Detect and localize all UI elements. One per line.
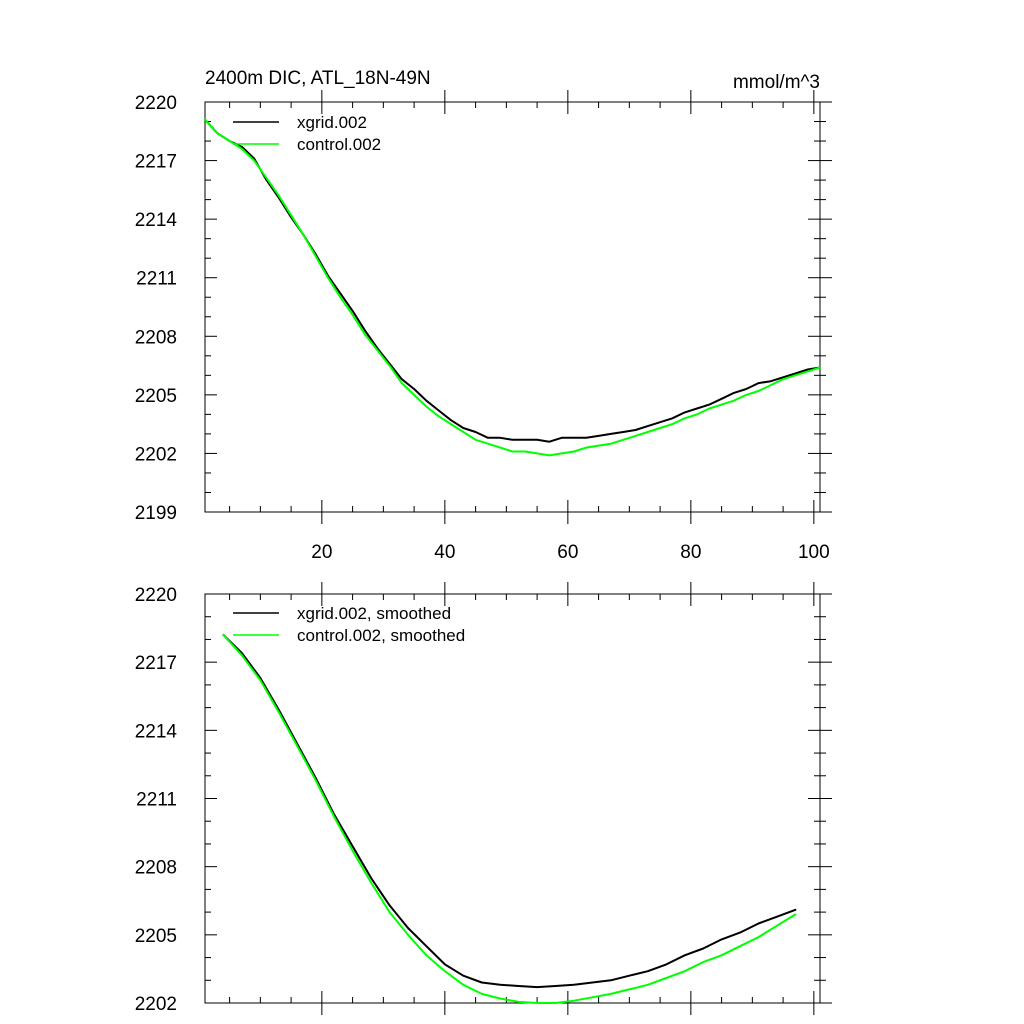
y-tick-label: 2199 [135, 503, 177, 524]
legend-label: xgrid.002, smoothed [297, 604, 451, 623]
x-tick-label: 60 [557, 542, 578, 563]
y-tick-label: 2205 [135, 386, 177, 407]
y-tick-label: 2205 [135, 926, 177, 947]
y-tick-label: 2208 [135, 327, 177, 348]
y-tick-label: 2220 [135, 93, 177, 114]
y-tick-label: 2202 [135, 994, 177, 1015]
plot-frame [204, 101, 821, 513]
chart-panel-1: 2199 2202 2205 2208 2211 2214 2217 2220 20 40 60 80… [135, 68, 832, 563]
y-tick-label: 2214 [135, 721, 178, 742]
legend-label: control.002 [297, 135, 381, 154]
y-tick-label: 2220 [135, 585, 177, 606]
chart-panel-2: 2202 2205 2208 2211 2214 2217 2220 xgrid.002, s… [135, 582, 832, 1015]
units-label: mmol/m^3 [733, 72, 820, 93]
plot-frame [204, 593, 821, 1004]
y-tick-label: 2211 [136, 790, 177, 811]
y-tick-label: 2202 [135, 444, 177, 465]
chart-title: 2400m DIC, ATL_18N-49N [205, 68, 431, 89]
series-line-xgrid-002-smoothed [222, 633, 797, 989]
y-tick-label: 2211 [136, 269, 177, 290]
legend-label: xgrid.002 [297, 113, 367, 132]
legend-label: control.002, smoothed [297, 626, 465, 645]
x-tick-label: 40 [434, 542, 455, 563]
y-tick-label: 2214 [135, 210, 178, 231]
y-tick-label: 2217 [135, 653, 177, 674]
y-tick-label: 2208 [135, 858, 177, 879]
series-line-control-002 [204, 118, 821, 457]
x-tick-label: 80 [680, 542, 701, 563]
y-tick-label: 2217 [135, 152, 177, 173]
x-tick-label: 100 [798, 542, 830, 563]
series-line-control-002-smoothed [222, 633, 797, 1004]
series-line-xgrid-002 [204, 118, 821, 443]
x-tick-label: 20 [311, 542, 332, 563]
